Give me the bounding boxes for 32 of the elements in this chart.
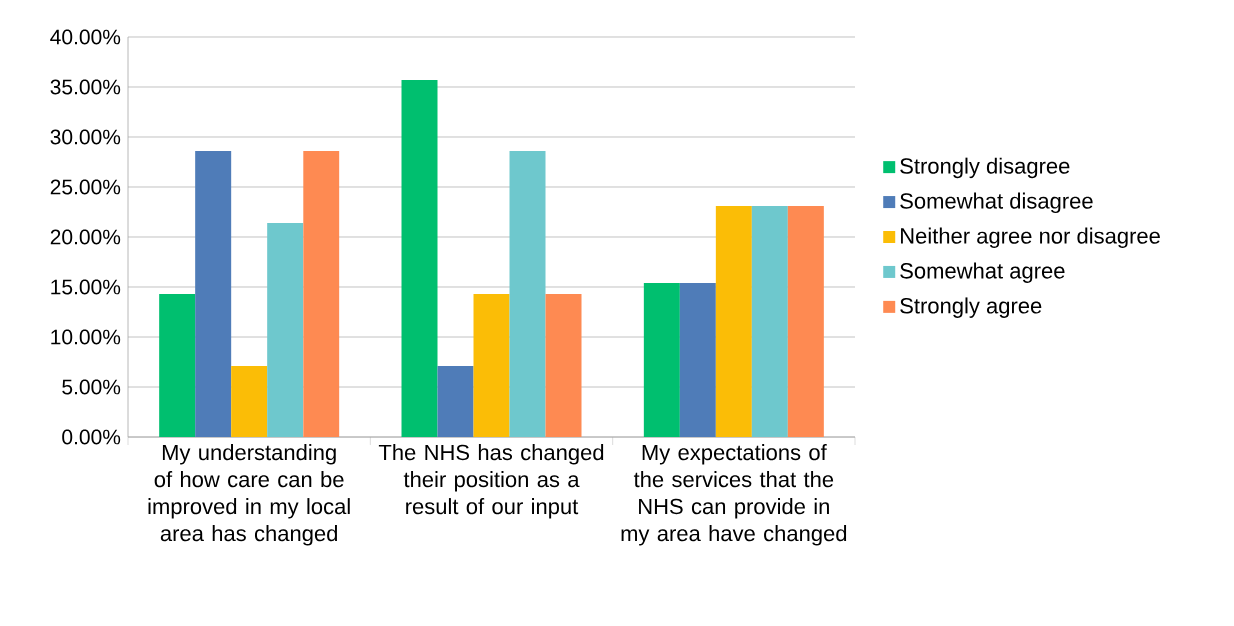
bar (159, 294, 196, 437)
bar (437, 366, 474, 437)
y-tick-label: 5.00% (62, 379, 121, 395)
y-tick-label: 20.00% (50, 229, 121, 245)
bar (679, 283, 716, 437)
bar (231, 366, 268, 437)
bar (195, 150, 232, 437)
bar (751, 206, 788, 437)
bar (787, 206, 824, 437)
x-tick-label: The NHS has changed their position as a result of our input (378, 444, 604, 519)
bar (303, 150, 340, 437)
legend-label: Strongly disagree (900, 157, 1070, 179)
y-tick-label: 10.00% (51, 329, 121, 345)
y-tick-label: 35.00% (50, 79, 121, 95)
bar (473, 294, 510, 437)
bar (267, 223, 304, 437)
legend-label: Strongly agree (900, 297, 1042, 318)
y-tick-label: 40.00% (50, 29, 121, 45)
y-tick-label: 0.00% (62, 429, 121, 445)
bar (401, 79, 438, 437)
y-tick-label: 30.00% (50, 129, 121, 145)
x-tick-label: My expectations of the services that the NHS can provide in my area have changed (621, 444, 847, 546)
legend-label: Neither agree nor disagree (901, 227, 1160, 249)
bar (643, 283, 680, 437)
legend-label: Somewhat disagree (900, 192, 1093, 214)
legend-label: Somewhat agree (900, 262, 1065, 283)
y-tick-label: 15.00% (51, 279, 121, 295)
bar (715, 206, 752, 437)
bar (509, 150, 546, 437)
x-tick-label: My understanding of how care can be improved in my local area has changed (148, 444, 350, 546)
bar (545, 294, 582, 437)
y-tick-label: 25.00% (50, 179, 121, 195)
